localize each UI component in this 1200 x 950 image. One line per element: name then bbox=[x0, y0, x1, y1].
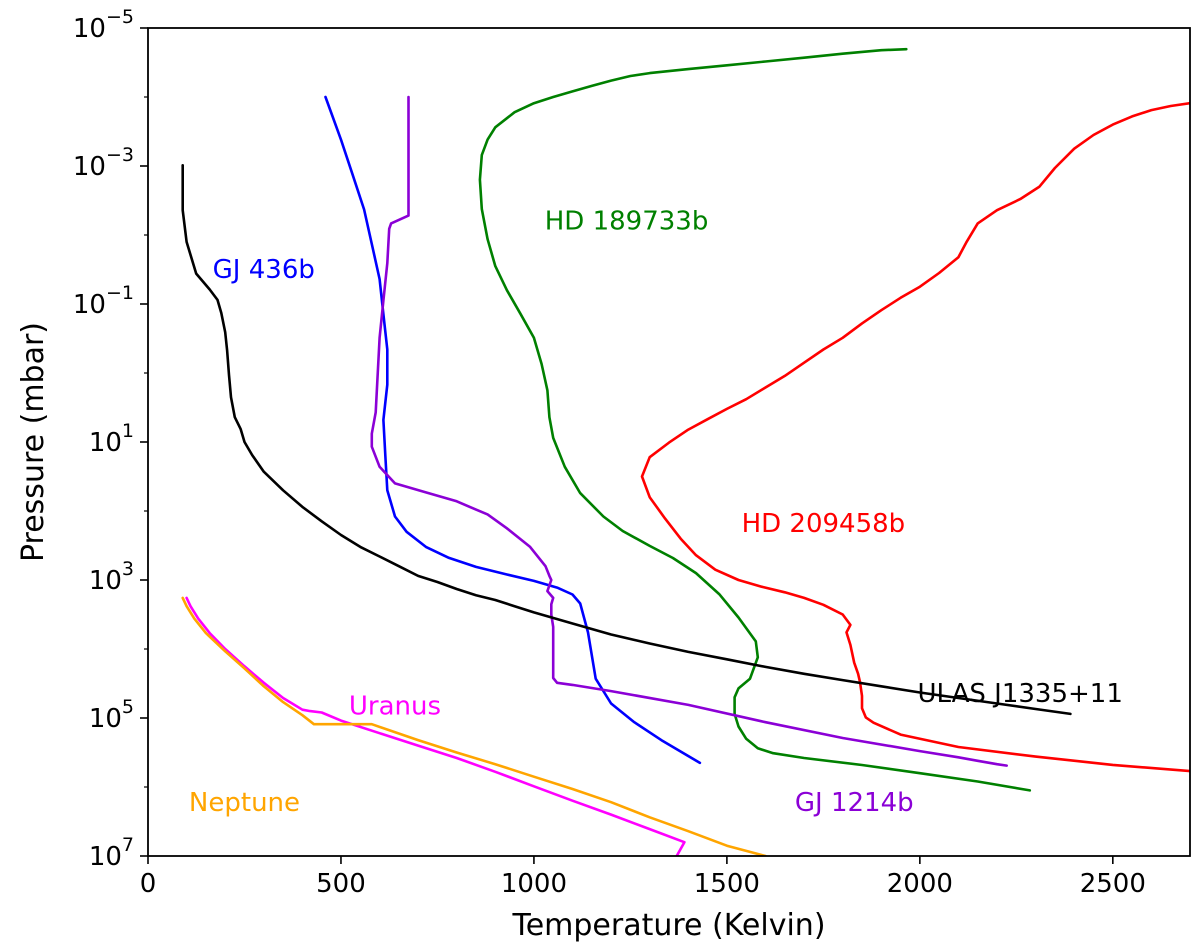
series-line-uranus bbox=[185, 596, 686, 856]
x-tick-label: 2500 bbox=[1080, 869, 1146, 899]
series-label-ulas-j1335-11: ULAS J1335+11 bbox=[918, 679, 1123, 709]
series-line-gj-436b bbox=[324, 95, 702, 765]
y-tick-label: 103 bbox=[89, 558, 134, 596]
x-tick-label: 1500 bbox=[694, 869, 760, 899]
y-tick-label: 10−5 bbox=[73, 6, 134, 44]
x-tick-label: 500 bbox=[316, 869, 366, 899]
series-label-gj-1214b: GJ 1214b bbox=[795, 788, 914, 818]
x-axis: 0 500 1000 1500 2000 2500 bbox=[140, 856, 1146, 899]
series-line-hd-209458b bbox=[640, 101, 1190, 773]
y-tick-label: 105 bbox=[89, 696, 134, 734]
series-label-uranus: Uranus bbox=[349, 692, 441, 722]
series-line-ulas-j1335-11 bbox=[181, 164, 1072, 716]
y-tick-label: 10−1 bbox=[73, 282, 134, 320]
y-tick-label: 10−3 bbox=[73, 144, 134, 182]
series-labels: GJ 436b HD 189733b HD 209458b ULAS J1335+11… bbox=[189, 206, 1123, 818]
y-axis-label: Pressure (mbar) bbox=[16, 322, 51, 562]
series-line-neptune bbox=[181, 596, 767, 856]
series-line-hd-189733b bbox=[478, 47, 1032, 792]
series-label-gj-436b: GJ 436b bbox=[213, 255, 315, 285]
x-tick-label: 1000 bbox=[501, 869, 567, 899]
series-label-hd-189733b: HD 189733b bbox=[545, 206, 709, 236]
series-label-neptune: Neptune bbox=[189, 788, 300, 818]
x-axis-label: Temperature (Kelvin) bbox=[511, 908, 825, 943]
series-line-gj-1214b bbox=[370, 95, 1008, 767]
y-tick-label: 101 bbox=[89, 420, 134, 458]
series-label-hd-209458b: HD 209458b bbox=[742, 509, 906, 539]
y-tick-label: 107 bbox=[89, 834, 134, 872]
series-layer bbox=[181, 47, 1190, 856]
x-tick-label: 0 bbox=[140, 869, 157, 899]
x-tick-label: 2000 bbox=[887, 869, 953, 899]
y-axis: 10−5 10−3 10−1 101 103 105 107 bbox=[73, 6, 148, 872]
